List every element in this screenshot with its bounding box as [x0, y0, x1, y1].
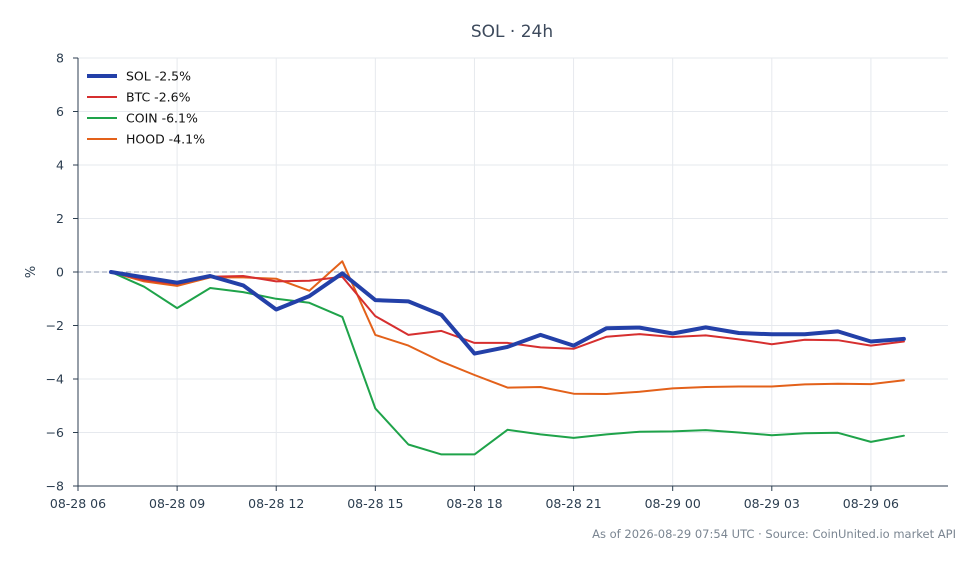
y-tick-label: −2	[46, 318, 64, 333]
y-tick-label: −4	[46, 372, 64, 387]
x-tick-label: 08-29 03	[744, 496, 800, 511]
series-lines	[109, 260, 906, 456]
series-line-1	[109, 270, 906, 356]
y-tick-label: 8	[56, 51, 64, 66]
axes: −8 −6 −4 −2 0 2 4 6 8 08-28 06 08-28 09 08-28 12 08-…	[46, 51, 948, 511]
y-tick-label: 0	[56, 265, 64, 280]
x-tick-label: 08-28 12	[248, 496, 304, 511]
x-tick-label: 08-29 00	[645, 496, 701, 511]
series-line-3	[110, 271, 905, 456]
legend: SOL -2.5% BTC -2.6% COIN -6.1% HOOD -4.1%	[87, 69, 205, 147]
footer-source: As of 2026-08-29 07:54 UTC · Source: Coi…	[592, 527, 956, 541]
legend-label: HOOD -4.1%	[126, 132, 205, 147]
y-tick-label: 2	[56, 211, 64, 226]
legend-label: COIN -6.1%	[126, 111, 198, 126]
x-tick-label: 08-28 15	[347, 496, 403, 511]
y-tick-label: −6	[46, 425, 64, 440]
legend-label: BTC -2.6%	[126, 90, 191, 105]
y-tick-label: −8	[46, 479, 64, 494]
x-tick-label: 08-28 18	[446, 496, 502, 511]
series-line-2	[110, 271, 905, 350]
y-tick-label: 4	[56, 158, 64, 173]
y-tick-label: 6	[56, 104, 64, 119]
y-axis-label: %	[24, 266, 39, 278]
legend-label: SOL -2.5%	[126, 69, 191, 84]
x-tick-label: 08-28 06	[50, 496, 106, 511]
x-tick-label: 08-28 21	[545, 496, 601, 511]
series-line-4	[110, 260, 905, 395]
x-tick-label: 08-29 06	[843, 496, 899, 511]
x-tick-label: 08-28 09	[149, 496, 205, 511]
chart-title: SOL · 24h	[471, 22, 553, 42]
